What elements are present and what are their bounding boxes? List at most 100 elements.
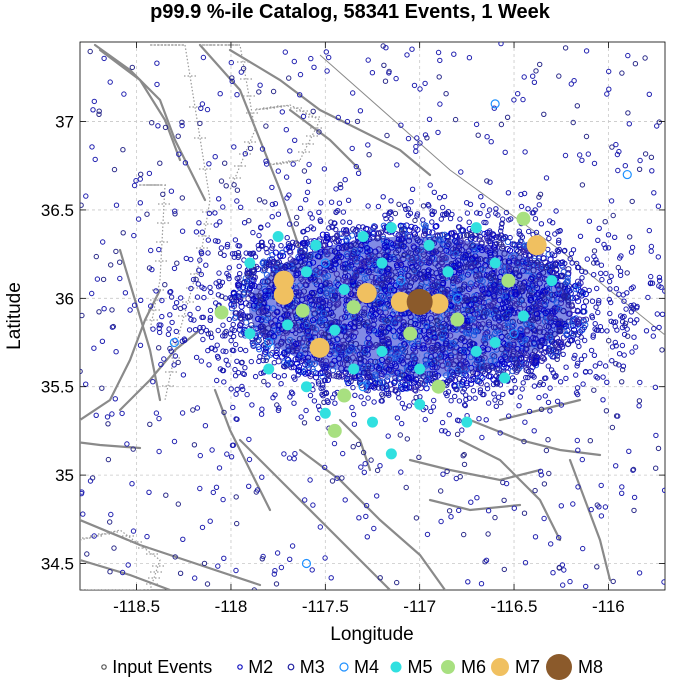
event-mark [332, 257, 339, 264]
event-mark [569, 322, 576, 329]
mark-m5-4 [423, 239, 435, 251]
event-mark [304, 252, 311, 259]
mark-m6-1 [295, 303, 310, 318]
event-mark [549, 296, 556, 303]
event-mark [523, 346, 530, 353]
mark-m5-29 [461, 416, 473, 428]
mark-m5-28 [329, 324, 341, 336]
event-mark [501, 350, 508, 358]
event-mark [340, 337, 347, 344]
event-mark [338, 315, 345, 322]
gridlines [80, 42, 665, 590]
legend-swatch-7 [546, 654, 572, 680]
event-mark [255, 283, 263, 290]
legend-swatch-5 [441, 660, 455, 674]
legend-swatch-2 [287, 663, 295, 671]
mark-m6-7 [337, 388, 352, 403]
event-mark [352, 340, 359, 348]
mark-m8-0 [406, 288, 433, 315]
event-mark [429, 229, 436, 236]
event-mark [346, 245, 353, 252]
x-tick-label-0: -118.5 [113, 597, 160, 616]
event-mark [237, 295, 244, 302]
event-mark [310, 259, 317, 266]
y-tick-label-1: 35 [55, 466, 74, 485]
mark-m5-21 [367, 416, 378, 428]
mark-m5-3 [376, 257, 388, 269]
mark-m6-0 [214, 305, 229, 320]
legend-label-0: Input Events [112, 657, 212, 677]
event-mark [287, 249, 294, 256]
event-mark [461, 302, 468, 309]
event-mark [688, 288, 692, 292]
event-mark [382, 365, 390, 372]
event-mark [491, 353, 498, 360]
event-mark [437, 246, 444, 253]
event-mark [485, 319, 492, 326]
mark-m5-24 [272, 230, 284, 242]
legend-swatch-3 [339, 662, 349, 672]
y-tick-label-3: 36 [55, 289, 74, 308]
event-mark [324, 306, 331, 314]
chart-title: p99.9 %-ile Catalog, 58341 Events, 1 Wee… [150, 1, 551, 23]
event-mark [582, 298, 590, 305]
mark-m5-12 [300, 381, 312, 393]
mark-m5-2 [338, 283, 350, 295]
mark-m7-6 [309, 337, 330, 358]
legend-swatch-6 [491, 658, 509, 676]
mark-m5-8 [470, 345, 482, 357]
event-mark [395, 232, 402, 239]
event-mark [273, 349, 280, 357]
fault-lines-thin [319, 54, 665, 336]
event-mark [246, 302, 253, 309]
event-mark [319, 231, 326, 238]
event-mark [247, 313, 254, 320]
legend-label-1: M2 [248, 657, 273, 677]
event-mark [382, 384, 389, 391]
x-tick-label-1: -118 [215, 597, 248, 616]
event-mark [372, 371, 379, 378]
event-mark [280, 334, 287, 341]
event-mark [323, 231, 330, 238]
event-mark [293, 240, 300, 247]
event-mark [422, 381, 429, 388]
mark-m5-23 [385, 448, 397, 460]
mark-m5-7 [517, 310, 529, 322]
event-mark [571, 283, 579, 290]
mark-m5-25 [489, 337, 501, 349]
y-tick-label-4: 36.5 [41, 201, 74, 220]
event-mark [427, 315, 434, 322]
event-mark [531, 341, 538, 348]
x-axis-label: Longitude [330, 624, 413, 645]
event-mark [273, 343, 280, 350]
y-tick-label-0: 34.5 [41, 554, 74, 573]
event-mark [426, 259, 433, 266]
event-mark [430, 331, 438, 339]
event-mark [280, 252, 287, 259]
legend-label-7: M8 [578, 657, 603, 677]
mark-m5-5 [470, 222, 482, 234]
mark-m7-2 [356, 283, 377, 304]
y-tick-label-2: 35.5 [41, 378, 74, 397]
mark-m5-19 [499, 372, 511, 384]
event-mark [238, 303, 245, 310]
event-mark [312, 329, 319, 337]
event-mark [263, 271, 270, 278]
event-mark [322, 297, 329, 304]
mark-m5-10 [376, 345, 388, 357]
legend-swatch-1 [237, 664, 243, 670]
legend-swatch-4 [390, 661, 402, 673]
event-mark [350, 333, 357, 340]
mark-m5-14 [244, 328, 256, 340]
event-mark [496, 297, 503, 304]
mark-m6-9 [431, 379, 446, 394]
mark-m7-5 [526, 235, 547, 256]
mark-m6-6 [516, 211, 531, 226]
event-mark [560, 269, 567, 276]
mark-m5-13 [263, 363, 275, 375]
event-mark [335, 238, 342, 245]
event-mark [303, 282, 310, 289]
dotted-fault-1 [200, 44, 256, 191]
